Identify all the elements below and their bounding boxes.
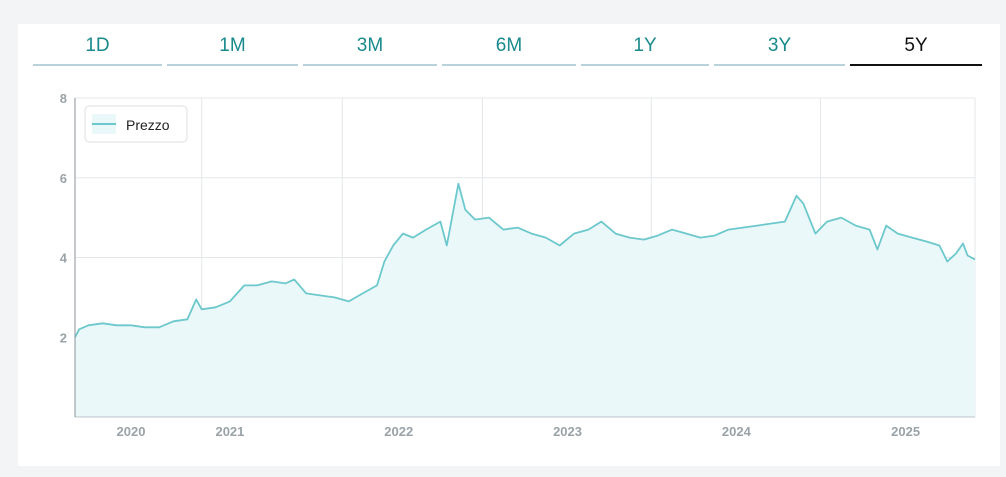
legend: Prezzo <box>84 105 188 143</box>
tab-label: 6M <box>495 35 523 56</box>
y-tick-label: 6 <box>60 171 67 186</box>
tab-3m[interactable]: 3M <box>303 24 437 68</box>
tab-label: 3Y <box>767 35 792 56</box>
tab-1y[interactable]: 1Y <box>581 24 709 68</box>
y-tick-label: 4 <box>60 251 68 266</box>
timeframe-tabs: 1D 1M 3M 6M 1Y 3Y 5Y <box>18 24 1000 68</box>
x-axis-ticks: 2020 2021 2022 2023 2024 2025 <box>117 424 921 439</box>
tab-underline <box>581 64 709 66</box>
y-tick-label: 8 <box>60 91 67 106</box>
tab-underline <box>303 64 437 66</box>
tab-underline <box>850 64 982 66</box>
tab-1d[interactable]: 1D <box>33 24 162 68</box>
x-tick-label: 2020 <box>117 424 146 439</box>
legend-label: Prezzo <box>126 117 170 133</box>
tab-underline <box>442 64 576 66</box>
tab-5y[interactable]: 5Y <box>850 24 982 68</box>
tab-underline <box>714 64 845 66</box>
tab-label: 3M <box>356 35 384 56</box>
tab-label: 1D <box>85 35 110 56</box>
x-tick-label: 2023 <box>553 424 582 439</box>
x-tick-label: 2025 <box>891 424 920 439</box>
tab-underline <box>167 64 298 66</box>
price-area-fill <box>75 183 975 417</box>
tab-label: 1M <box>219 35 246 56</box>
tab-1m[interactable]: 1M <box>167 24 298 68</box>
tab-label: 5Y <box>904 35 928 56</box>
tab-underline <box>33 64 162 66</box>
x-tick-label: 2021 <box>215 424 244 439</box>
price-line <box>74 182 976 338</box>
x-tick-label: 2022 <box>384 424 413 439</box>
y-axis-ticks: 2 4 6 8 <box>60 91 68 345</box>
y-tick-label: 2 <box>60 330 67 345</box>
tab-3y[interactable]: 3Y <box>714 24 845 68</box>
tab-6m[interactable]: 6M <box>442 24 576 68</box>
tab-label: 1Y <box>633 35 657 56</box>
x-tick-label: 2024 <box>722 424 752 439</box>
